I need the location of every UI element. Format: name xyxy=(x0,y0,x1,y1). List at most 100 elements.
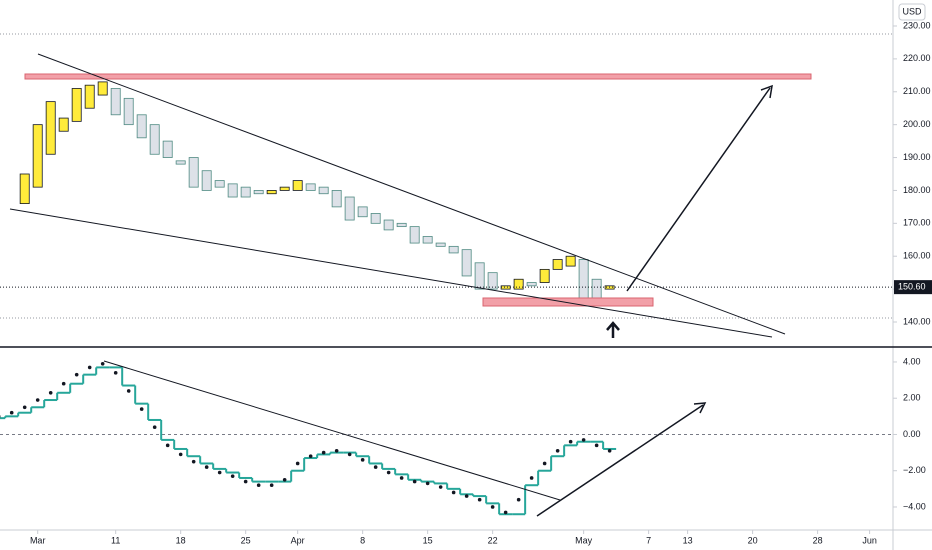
x-tick-label: Mar xyxy=(30,535,46,545)
x-tick-label: 15 xyxy=(423,535,433,545)
candle-up xyxy=(552,259,563,270)
candle-down xyxy=(383,219,394,231)
signal-dot xyxy=(451,490,456,495)
candle-down xyxy=(318,186,329,195)
candle-down xyxy=(448,245,459,254)
candle-down xyxy=(214,180,225,188)
signal-dot xyxy=(295,461,300,466)
signal-dot xyxy=(464,494,469,498)
currency-button[interactable] xyxy=(898,3,926,21)
signal-dot xyxy=(191,459,196,464)
x-tick-label: 22 xyxy=(488,535,498,545)
signal-dot xyxy=(282,477,287,482)
y-tick-label: 160.00 xyxy=(903,251,931,261)
signal-dot xyxy=(139,407,144,411)
candle-down xyxy=(474,262,485,290)
currency-label: USD xyxy=(902,6,922,16)
signal-dot xyxy=(9,410,14,415)
x-tick-label: 13 xyxy=(683,535,693,545)
projection-arrow xyxy=(626,87,771,292)
trend-line xyxy=(37,53,786,335)
x-tick-label: 7 xyxy=(646,535,651,545)
x-tick-label: May xyxy=(575,535,593,545)
candle-up xyxy=(19,173,30,204)
candle-up xyxy=(45,101,56,155)
x-tick-label: 20 xyxy=(748,535,758,545)
signal-dot xyxy=(100,361,105,366)
candle-down xyxy=(578,259,589,300)
arrow-head xyxy=(693,402,707,414)
candle-down xyxy=(357,206,368,218)
candle-down xyxy=(396,222,407,228)
signal-dot xyxy=(61,381,66,386)
candle-up xyxy=(539,268,550,283)
last-price-box xyxy=(894,280,932,295)
signal-dot xyxy=(477,497,482,502)
candle-down xyxy=(370,213,381,224)
signal-dot xyxy=(581,438,586,442)
signal-dot xyxy=(0,415,1,418)
signal-dot xyxy=(113,371,118,375)
candle-down xyxy=(149,124,160,155)
signal-dot xyxy=(334,448,339,453)
signal-dot xyxy=(74,372,79,377)
candle-down xyxy=(487,272,498,290)
resistance-zone xyxy=(24,73,812,80)
candle-up xyxy=(71,88,82,122)
signal-dot xyxy=(87,365,92,370)
y-tick-label: 190.00 xyxy=(903,152,931,162)
candle-down xyxy=(162,140,173,158)
last-price-label: 150.60 xyxy=(898,282,926,292)
candle-up xyxy=(84,84,95,109)
signal-dot xyxy=(542,461,547,466)
signal-dot xyxy=(360,458,365,462)
x-tick-label: 8 xyxy=(360,535,365,545)
candle-down xyxy=(136,114,147,139)
signal-dot xyxy=(22,405,27,410)
candle-down xyxy=(435,242,446,247)
signal-dot xyxy=(230,474,235,478)
signal-dot xyxy=(425,481,430,486)
y-tick-label: 230.00 xyxy=(903,20,931,30)
candle-down xyxy=(422,236,433,244)
signal-dot xyxy=(373,465,378,469)
signal-dot xyxy=(347,452,352,457)
y-tick-label: 140.00 xyxy=(903,316,931,326)
signal-dot xyxy=(243,479,248,484)
signal-dot xyxy=(386,470,391,475)
y-tick-label: 200.00 xyxy=(903,119,931,129)
candle-up xyxy=(292,180,303,191)
candle-down xyxy=(331,190,342,208)
signal-dot xyxy=(438,485,443,489)
drawings xyxy=(9,53,812,517)
candle-up xyxy=(513,278,524,290)
y-tick-label: −2.00 xyxy=(903,465,926,475)
candle-down xyxy=(227,183,238,198)
signal-dot xyxy=(412,479,417,484)
y-tick-label: 210.00 xyxy=(903,86,931,96)
candle-down xyxy=(240,186,251,198)
signal-dot xyxy=(165,443,170,448)
candle-down xyxy=(253,190,264,195)
y-tick-label: 2.00 xyxy=(903,393,921,403)
y-tick-label: −4.00 xyxy=(903,501,926,511)
signal-dot xyxy=(516,497,521,502)
arrow-head xyxy=(760,84,773,99)
x-tick-label: Jun xyxy=(862,535,877,545)
signal-dot xyxy=(217,470,222,475)
signal-dot xyxy=(256,483,261,488)
candle-down xyxy=(201,170,212,191)
y-tick-label: 4.00 xyxy=(903,356,921,366)
signal-dot xyxy=(35,398,40,402)
signal-dot xyxy=(607,448,612,453)
signal-dot xyxy=(568,439,573,444)
signal-dot xyxy=(308,454,313,459)
signal-dot xyxy=(152,425,157,430)
signal-dot xyxy=(503,510,508,515)
signal-dot xyxy=(529,476,534,480)
x-tick-label: 11 xyxy=(111,535,120,545)
candle-up xyxy=(279,186,290,191)
candle-up xyxy=(97,81,108,96)
trend-line xyxy=(103,360,561,501)
